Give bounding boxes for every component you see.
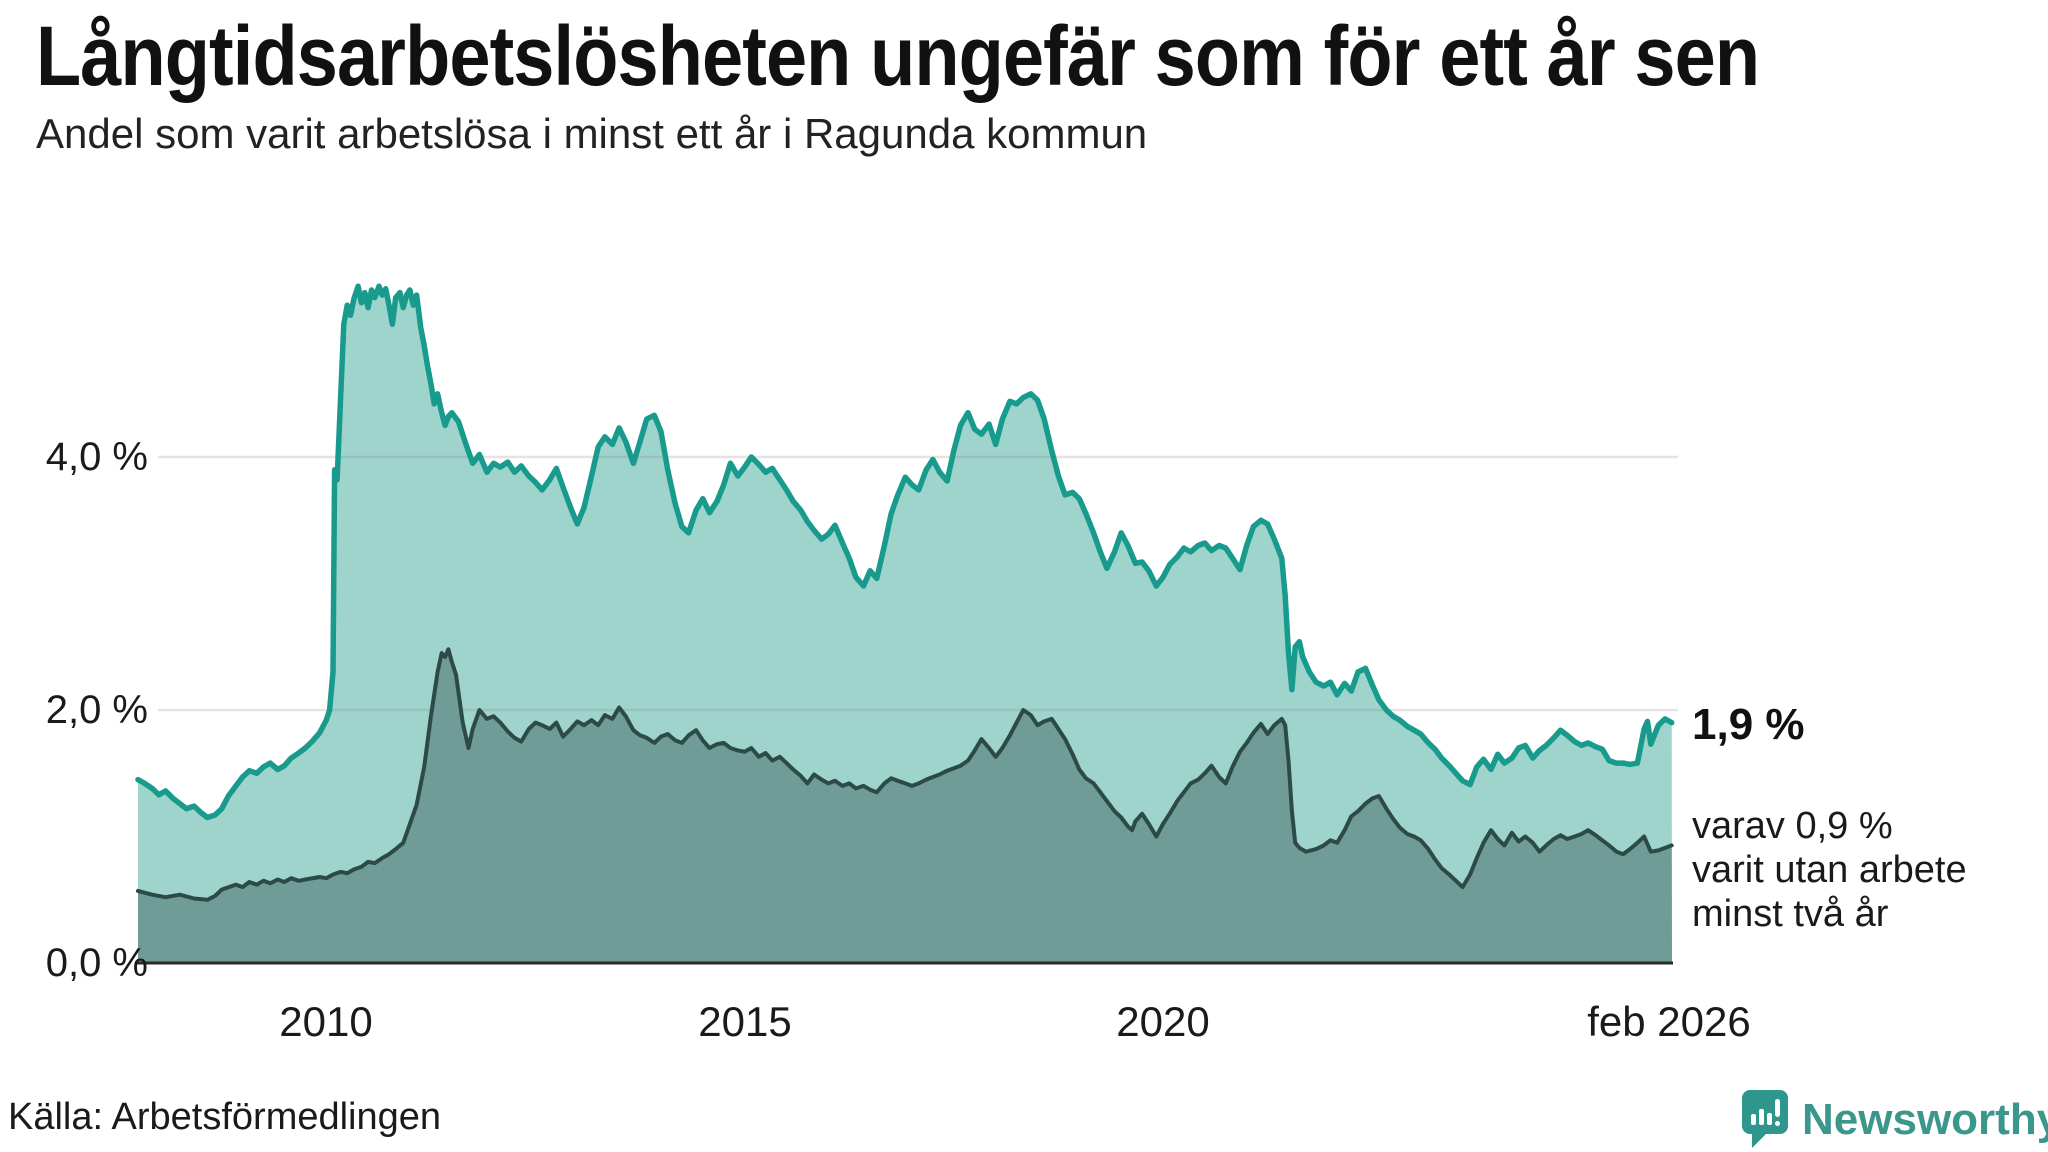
brand-name: Newsworthy (1802, 1095, 2048, 1144)
end-note-line-1: varav 0,9 % (1692, 805, 1893, 847)
end-note: varav 0,9 % varit utan arbete minst två … (1692, 804, 1967, 936)
chart-subtitle: Andel som varit arbetslösa i minst ett å… (36, 110, 1148, 157)
x-axis-tick-feb-2026: feb 2026 (1587, 998, 1751, 1045)
x-axis-tick-2015: 2015 (698, 998, 792, 1045)
line-total (135, 283, 1675, 821)
y-axis-tick-0: 0,0 % (45, 941, 148, 985)
x-axis-tick-2010: 2010 (279, 998, 373, 1045)
end-note-line-3: minst två år (1692, 893, 1889, 935)
y-axis-tick-4: 4,0 % (45, 435, 148, 479)
y-axis-tick-2: 2,0 % (45, 688, 148, 732)
newsworthy-logo-icon (1742, 1090, 1788, 1148)
source-note: Källa: Arbetsförmedlingen (8, 1096, 442, 1138)
end-value-label: 1,9 % (1692, 700, 1805, 749)
brand-logo: Newsworthy (1742, 1090, 2048, 1150)
page-title: Långtidsarbetslösheten ungefär som för e… (36, 9, 1760, 103)
area-two-years-fill (138, 649, 1672, 963)
end-note-line-2: varit utan arbete (1692, 849, 1967, 891)
line-two-years (136, 647, 1674, 902)
x-axis-tick-2020: 2020 (1116, 998, 1210, 1045)
